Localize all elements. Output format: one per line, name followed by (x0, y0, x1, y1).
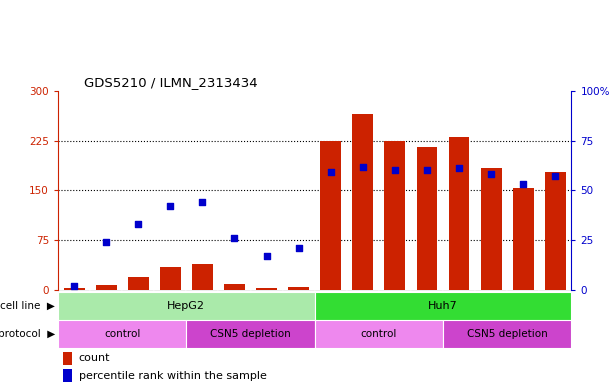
Point (358, 164, 368, 170)
Bar (155, 292, 186, 320)
Point (166, 204, 175, 210)
Point (69, 283, 79, 290)
Bar (384, 141, 405, 290)
Bar (64, 288, 84, 290)
Point (422, 167, 432, 174)
Point (551, 174, 560, 180)
Text: count: count (79, 353, 110, 364)
Point (486, 171, 496, 177)
Bar (540, 292, 571, 320)
Point (326, 169, 335, 175)
Bar (186, 320, 315, 348)
Point (294, 245, 304, 252)
Bar (417, 147, 437, 290)
Point (197, 199, 207, 205)
Bar (219, 292, 251, 320)
Point (390, 167, 400, 174)
Text: GDS5210 / ILMN_2313434: GDS5210 / ILMN_2313434 (84, 76, 257, 89)
Text: control: control (360, 329, 397, 339)
Bar (353, 114, 373, 290)
Bar (192, 264, 213, 290)
Bar (411, 292, 443, 320)
Point (230, 235, 240, 242)
Text: percentile rank within the sample: percentile rank within the sample (79, 371, 266, 381)
Bar (315, 320, 443, 348)
Bar (58, 292, 315, 320)
Bar (347, 292, 379, 320)
Bar (63, 352, 73, 365)
Text: HepG2: HepG2 (167, 301, 205, 311)
Bar (160, 267, 181, 290)
Text: CSN5 depletion: CSN5 depletion (210, 329, 291, 339)
Bar (63, 369, 73, 382)
Point (101, 239, 111, 245)
Point (262, 253, 271, 260)
Bar (315, 292, 347, 320)
Bar (96, 285, 117, 290)
Bar (513, 189, 533, 290)
Bar (251, 292, 283, 320)
Bar (545, 172, 566, 290)
Bar (315, 292, 571, 320)
Bar (58, 320, 186, 348)
Point (454, 166, 464, 172)
Text: CSN5 depletion: CSN5 depletion (467, 329, 547, 339)
Bar (507, 292, 540, 320)
Bar (283, 292, 315, 320)
Bar (224, 284, 245, 290)
Text: control: control (104, 329, 141, 339)
Bar (379, 292, 411, 320)
Bar (256, 288, 277, 290)
Bar (288, 287, 309, 290)
Text: protocol  ▶: protocol ▶ (0, 329, 55, 339)
Bar (448, 137, 469, 290)
Bar (443, 320, 571, 348)
Bar (186, 292, 219, 320)
Bar (128, 277, 148, 290)
Bar (320, 141, 341, 290)
Bar (90, 292, 122, 320)
Point (518, 181, 528, 187)
Text: Huh7: Huh7 (428, 301, 458, 311)
Text: cell line  ▶: cell line ▶ (0, 301, 55, 311)
Bar (122, 292, 155, 320)
Point (133, 221, 143, 227)
Bar (481, 169, 502, 290)
Bar (443, 292, 475, 320)
Bar (58, 292, 90, 320)
Bar (475, 292, 507, 320)
